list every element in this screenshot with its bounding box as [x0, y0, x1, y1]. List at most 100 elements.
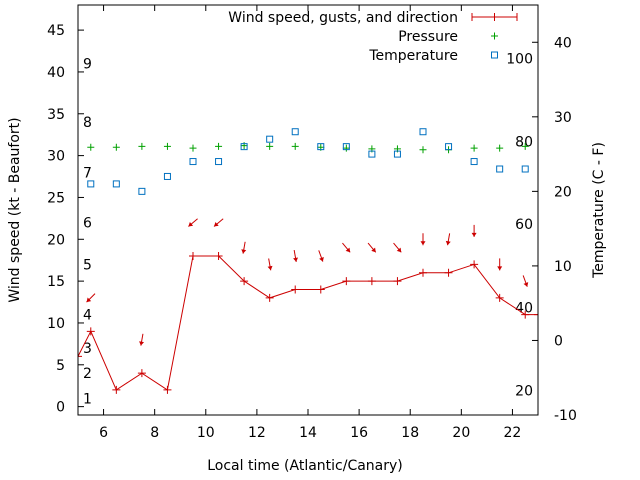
beaufort-label: 5 [83, 257, 92, 273]
temperature-point [138, 187, 146, 195]
wind-arrow [318, 250, 324, 262]
beaufort-label: 9 [83, 57, 92, 73]
wind-speed-point [367, 277, 376, 286]
beaufort-label: 2 [83, 366, 92, 382]
wind-speed-point [342, 277, 351, 286]
wind-arrow [293, 250, 299, 262]
pressure-point [266, 142, 274, 150]
temperature-point [240, 143, 248, 151]
legend: Wind speed, gusts, and direction Pressure… [228, 10, 518, 64]
pressure-point [419, 146, 427, 154]
wind-arrow [267, 258, 273, 271]
legend-marker [471, 13, 518, 21]
wind-arrow [213, 218, 224, 227]
wind-arrow [139, 333, 145, 346]
pressure-point [189, 144, 197, 152]
temperature-point [266, 135, 274, 143]
wind-speed-point [444, 268, 453, 277]
wind-arrow [342, 242, 351, 253]
temperature-point [368, 150, 376, 158]
wind-arrow [367, 242, 377, 253]
y2-tick-label: 20 [554, 184, 572, 200]
temperature-point [215, 158, 223, 166]
x-tick-label: 16 [350, 425, 368, 441]
temperature-point [163, 172, 171, 180]
fahrenheit-label: 60 [515, 217, 533, 233]
y-tick-label: 30 [47, 149, 65, 165]
y2-tick-label: 0 [554, 333, 563, 349]
temperature-point [189, 158, 197, 166]
wind-arrow [393, 242, 402, 253]
temperature-point [317, 143, 325, 151]
beaufort-label: 8 [83, 115, 92, 131]
fahrenheit-label: 40 [515, 301, 533, 317]
wind-speed-point [470, 260, 479, 269]
wind-speed-point [495, 293, 504, 302]
wind-speed-point [419, 268, 427, 277]
wind-arrow [497, 258, 503, 271]
legend-marker [491, 32, 498, 40]
wind-speed-point [112, 385, 121, 394]
wind-speed-point [521, 310, 530, 319]
wind-arrow [86, 293, 96, 303]
x-tick-label: 22 [504, 425, 522, 441]
x-tick-label: 10 [197, 425, 215, 441]
pressure-point [521, 142, 529, 150]
pressure-point [87, 143, 95, 151]
wind-speed-point [137, 369, 146, 378]
fahrenheit-labels: 20 40 60 80 100 [506, 52, 533, 400]
beaufort-label: 3 [83, 341, 92, 357]
fahrenheit-label: 100 [506, 52, 533, 68]
x-tick-label: 6 [99, 425, 108, 441]
y2-tick-label: 10 [554, 259, 572, 275]
y-tick-label: 10 [47, 316, 65, 332]
y-tick-label: 25 [47, 190, 65, 206]
wind-speed-point [534, 310, 538, 319]
axis-ticks: 6 8 10 12 14 16 18 20 22051015202530354045-10010… [47, 5, 577, 441]
wind-speed-point [393, 277, 402, 286]
y-tick-label: 40 [47, 65, 65, 81]
beaufort-label: 4 [83, 308, 92, 324]
pressure-point [215, 142, 223, 150]
wind-speed-point [240, 277, 249, 286]
legend-label: Temperature [368, 48, 458, 64]
wind-arrow [420, 233, 426, 246]
x-tick-label: 20 [452, 425, 470, 441]
pressure-point [138, 142, 146, 150]
temperature-point [445, 143, 453, 151]
wind-speed-point [78, 352, 82, 361]
series-layer [78, 128, 538, 394]
wind-speed-point [291, 285, 300, 294]
wind-speed-point [265, 293, 274, 302]
wind-speed-line [78, 255, 538, 391]
fahrenheit-label: 20 [515, 383, 533, 399]
y2-tick-label: 40 [554, 35, 572, 51]
y2-tick-label: 30 [554, 110, 572, 126]
wind-arrow [445, 233, 451, 246]
temperature-point [112, 180, 120, 188]
temperature-point [291, 128, 299, 136]
wind-speed-point [163, 385, 172, 394]
wind-speed-point [214, 252, 223, 261]
wind-arrows [86, 218, 529, 346]
y-tick-label: 35 [47, 107, 65, 123]
x-tick-label: 8 [150, 425, 159, 441]
temperature-point [87, 180, 95, 188]
wind-speed-point [316, 285, 325, 294]
y-axis-label: Wind speed (kt - Beaufort) [7, 117, 23, 302]
legend-label: Pressure [398, 29, 458, 45]
pressure-point [291, 142, 299, 150]
wind-speed-point [189, 252, 197, 261]
pressure-point [342, 144, 350, 152]
beaufort-labels: 1 2 3 4 5 6 7 8 9 [83, 57, 92, 408]
wind-arrow [188, 218, 198, 227]
beaufort-label: 7 [83, 165, 92, 181]
legend-marker [491, 51, 498, 59]
x-tick-label: 14 [299, 425, 317, 441]
y-tick-label: 45 [47, 23, 65, 39]
pressure-point [470, 144, 478, 152]
beaufort-label: 1 [83, 391, 92, 407]
wind-arrow [241, 241, 247, 254]
wind-arrow [471, 224, 477, 237]
